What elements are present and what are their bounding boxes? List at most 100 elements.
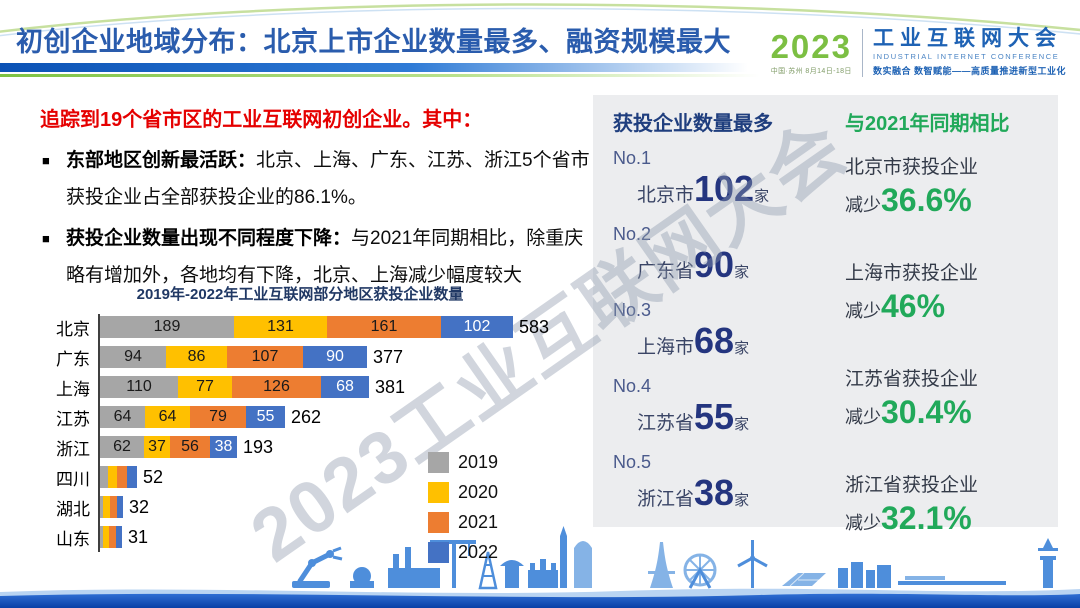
bar-segment-2022: 102 — [441, 316, 513, 338]
bar-segment-2022: 38 — [210, 436, 237, 458]
ranking-item: No.1 北京市 102 家 — [613, 148, 828, 207]
bar-segment-2020 — [103, 526, 109, 548]
rank-count: 90 — [694, 244, 735, 285]
ranking-header: 获投企业数量最多 — [613, 113, 773, 135]
bar-segment-2021: 161 — [327, 316, 441, 338]
bar-total-label: 583 — [519, 316, 550, 337]
rank-detail-line: 北京市 102 家 — [613, 171, 828, 207]
comparison-item: 上海市获投企业 减少 46% — [845, 258, 1050, 323]
comparison-verb: 减少 — [845, 301, 881, 321]
rank-number: No.3 — [613, 300, 652, 320]
category-label: 上海 — [56, 379, 90, 399]
legend-swatch-icon — [428, 452, 449, 473]
logo-text-block: 工业互联网大会 INDUSTRIAL INTERNET CONFERENCE 数… — [872, 27, 1066, 77]
stats-panel: 获投企业数量最多 No.1 北京市 102 家 No.2 广东省 90 家 No.3 上海市 68 家… — [593, 95, 1058, 534]
bar-total-label: 31 — [128, 526, 149, 547]
comparison-verb: 减少 — [845, 407, 881, 427]
logo-conference-name: 工业互联网大会 — [872, 27, 1062, 50]
rank-region: 浙江省 — [637, 489, 695, 510]
legend-item-2021: 2021 — [428, 512, 498, 533]
bar-segment-2021: 107 — [227, 346, 303, 368]
rank-number: No.4 — [613, 376, 652, 396]
top-arc-decoration — [0, 3, 1080, 37]
bar-stack: 189 131 161 102 — [100, 316, 513, 338]
bar-total-label: 52 — [143, 466, 164, 487]
bar-stack — [100, 466, 137, 488]
chart-row: 广东 94 86 107 90 377 — [40, 342, 595, 372]
category-label: 北京 — [56, 319, 90, 339]
footer-cityscape-decoration — [0, 526, 1080, 608]
comparison-verb: 减少 — [845, 195, 881, 215]
bullet-square-icon: ■ — [42, 231, 50, 246]
bullet-item-decline: ■ 获投企业数量出现不同程度下降：与2021年同期相比，除重庆略有增加外，各地均有… — [40, 220, 590, 294]
chart-row: 北京 189 131 161 102 583 — [40, 312, 595, 342]
bar-segment-2021 — [117, 466, 127, 488]
bar-total-label: 193 — [243, 436, 274, 457]
comparison-subject: 江苏省获投企业 — [845, 369, 979, 390]
ranking-items: No.1 北京市 102 家 No.2 广东省 90 家 No.3 上海市 68 家 No.4 江苏省 55… — [613, 148, 828, 511]
ranking-item: No.2 广东省 90 家 — [613, 224, 828, 283]
comparison-value: 36.6% — [881, 182, 972, 218]
bullet-lead: 获投企业数量出现不同程度下降： — [66, 228, 352, 249]
comparison-column: 与2021年同期相比 北京市获投企业 减少 36.6% 上海市获投企业 减少 46% 江苏省… — [845, 107, 1050, 576]
chart-row: 上海 110 77 126 68 381 — [40, 372, 595, 402]
rank-detail-line: 广东省 90 家 — [613, 247, 828, 283]
comparison-item: 浙江省获投企业 减少 32.1% — [845, 470, 1050, 535]
category-label: 江苏 — [56, 409, 90, 429]
bar-segment-2019: 94 — [100, 346, 166, 368]
rank-detail-line: 浙江省 38 家 — [613, 475, 828, 511]
comparison-value: 46% — [881, 288, 946, 324]
category-label: 湖北 — [56, 499, 90, 519]
bar-segment-2022: 55 — [246, 406, 285, 428]
category-label: 广东 — [56, 349, 90, 369]
bar-stack — [100, 526, 122, 548]
chart-y-axis-line — [98, 314, 100, 552]
logo-year-text: 2023 — [770, 27, 852, 65]
comparison-item: 江苏省获投企业 减少 30.4% — [845, 364, 1050, 429]
legend-label: 2019 — [458, 452, 499, 472]
bar-segment-2020: 86 — [166, 346, 227, 368]
bar-total-label: 262 — [291, 406, 322, 427]
legend-item-2022: 2022 — [428, 542, 498, 563]
bar-segment-2022 — [116, 526, 122, 548]
bullet-list: ■ 东部地区创新最活跃：北京、上海、广东、江苏、浙江5个省市获投企业占全部获投企业… — [40, 142, 590, 294]
bar-segment-2020: 37 — [144, 436, 170, 458]
chart-plot-area: 北京 189 131 161 102 583 广东 94 86 107 90 377 上海 110 77 12… — [40, 312, 595, 563]
logo-conference-name-en: INDUSTRIAL INTERNET CONFERENCE — [872, 52, 1060, 62]
bar-segment-2022: 90 — [303, 346, 367, 368]
chart-row: 四川 52 — [40, 462, 595, 492]
bar-segment-2021: 56 — [170, 436, 210, 458]
rank-count: 102 — [694, 168, 755, 209]
chart-row: 浙江 62 37 56 38 193 — [40, 432, 595, 462]
bar-stack: 110 77 126 68 — [100, 376, 369, 398]
rank-region: 广东省 — [637, 261, 695, 282]
logo-slogan: 数实融合 数智赋能——高质量推进新型工业化 — [872, 66, 1066, 77]
category-label: 四川 — [56, 469, 90, 489]
category-label: 山东 — [56, 529, 90, 549]
bar-segment-2020: 77 — [178, 376, 232, 398]
header-gradient-band — [0, 63, 748, 72]
comparison-value-line: 减少 46% — [845, 290, 1050, 323]
bar-segment-2021 — [109, 526, 116, 548]
bar-stack — [100, 496, 123, 518]
bullet-item-east-region: ■ 东部地区创新最活跃：北京、上海、广东、江苏、浙江5个省市获投企业占全部获投企业… — [40, 142, 590, 216]
logo-venue-text: 中国·苏州 8月14日-18日 — [770, 67, 852, 75]
bullet-text: 与2021年同期相比，除重庆略有增加外，各地均有下降，北京、上海减少幅度较大 — [66, 228, 584, 286]
chart-row: 江苏 64 64 79 55 262 — [40, 402, 595, 432]
legend-label: 2022 — [458, 542, 499, 562]
rank-region: 江苏省 — [637, 413, 695, 434]
rank-unit: 家 — [754, 188, 770, 205]
rank-number: No.2 — [613, 224, 652, 244]
rank-region: 上海市 — [637, 337, 695, 358]
conference-logo: 2023 中国·苏州 8月14日-18日 工业互联网大会 INDUSTRIAL … — [770, 27, 1066, 77]
bar-total-label: 32 — [129, 496, 150, 517]
stacked-bar-chart: 2019年-2022年工业互联网部分地区获投企业数量 北京 189 131 161 10… — [40, 283, 595, 563]
rank-count: 55 — [694, 396, 735, 437]
page-title: 初创企业地域分布：北京上市企业数量最多、融资规模最大 — [16, 27, 731, 57]
chart-legend: 2019 2020 2021 2022 — [428, 452, 498, 572]
bar-segment-2019 — [100, 496, 103, 518]
bar-segment-2019 — [100, 466, 108, 488]
legend-label: 2021 — [458, 512, 499, 532]
comparison-header: 与2021年同期相比 — [845, 113, 1010, 135]
bar-segment-2021 — [110, 496, 117, 518]
